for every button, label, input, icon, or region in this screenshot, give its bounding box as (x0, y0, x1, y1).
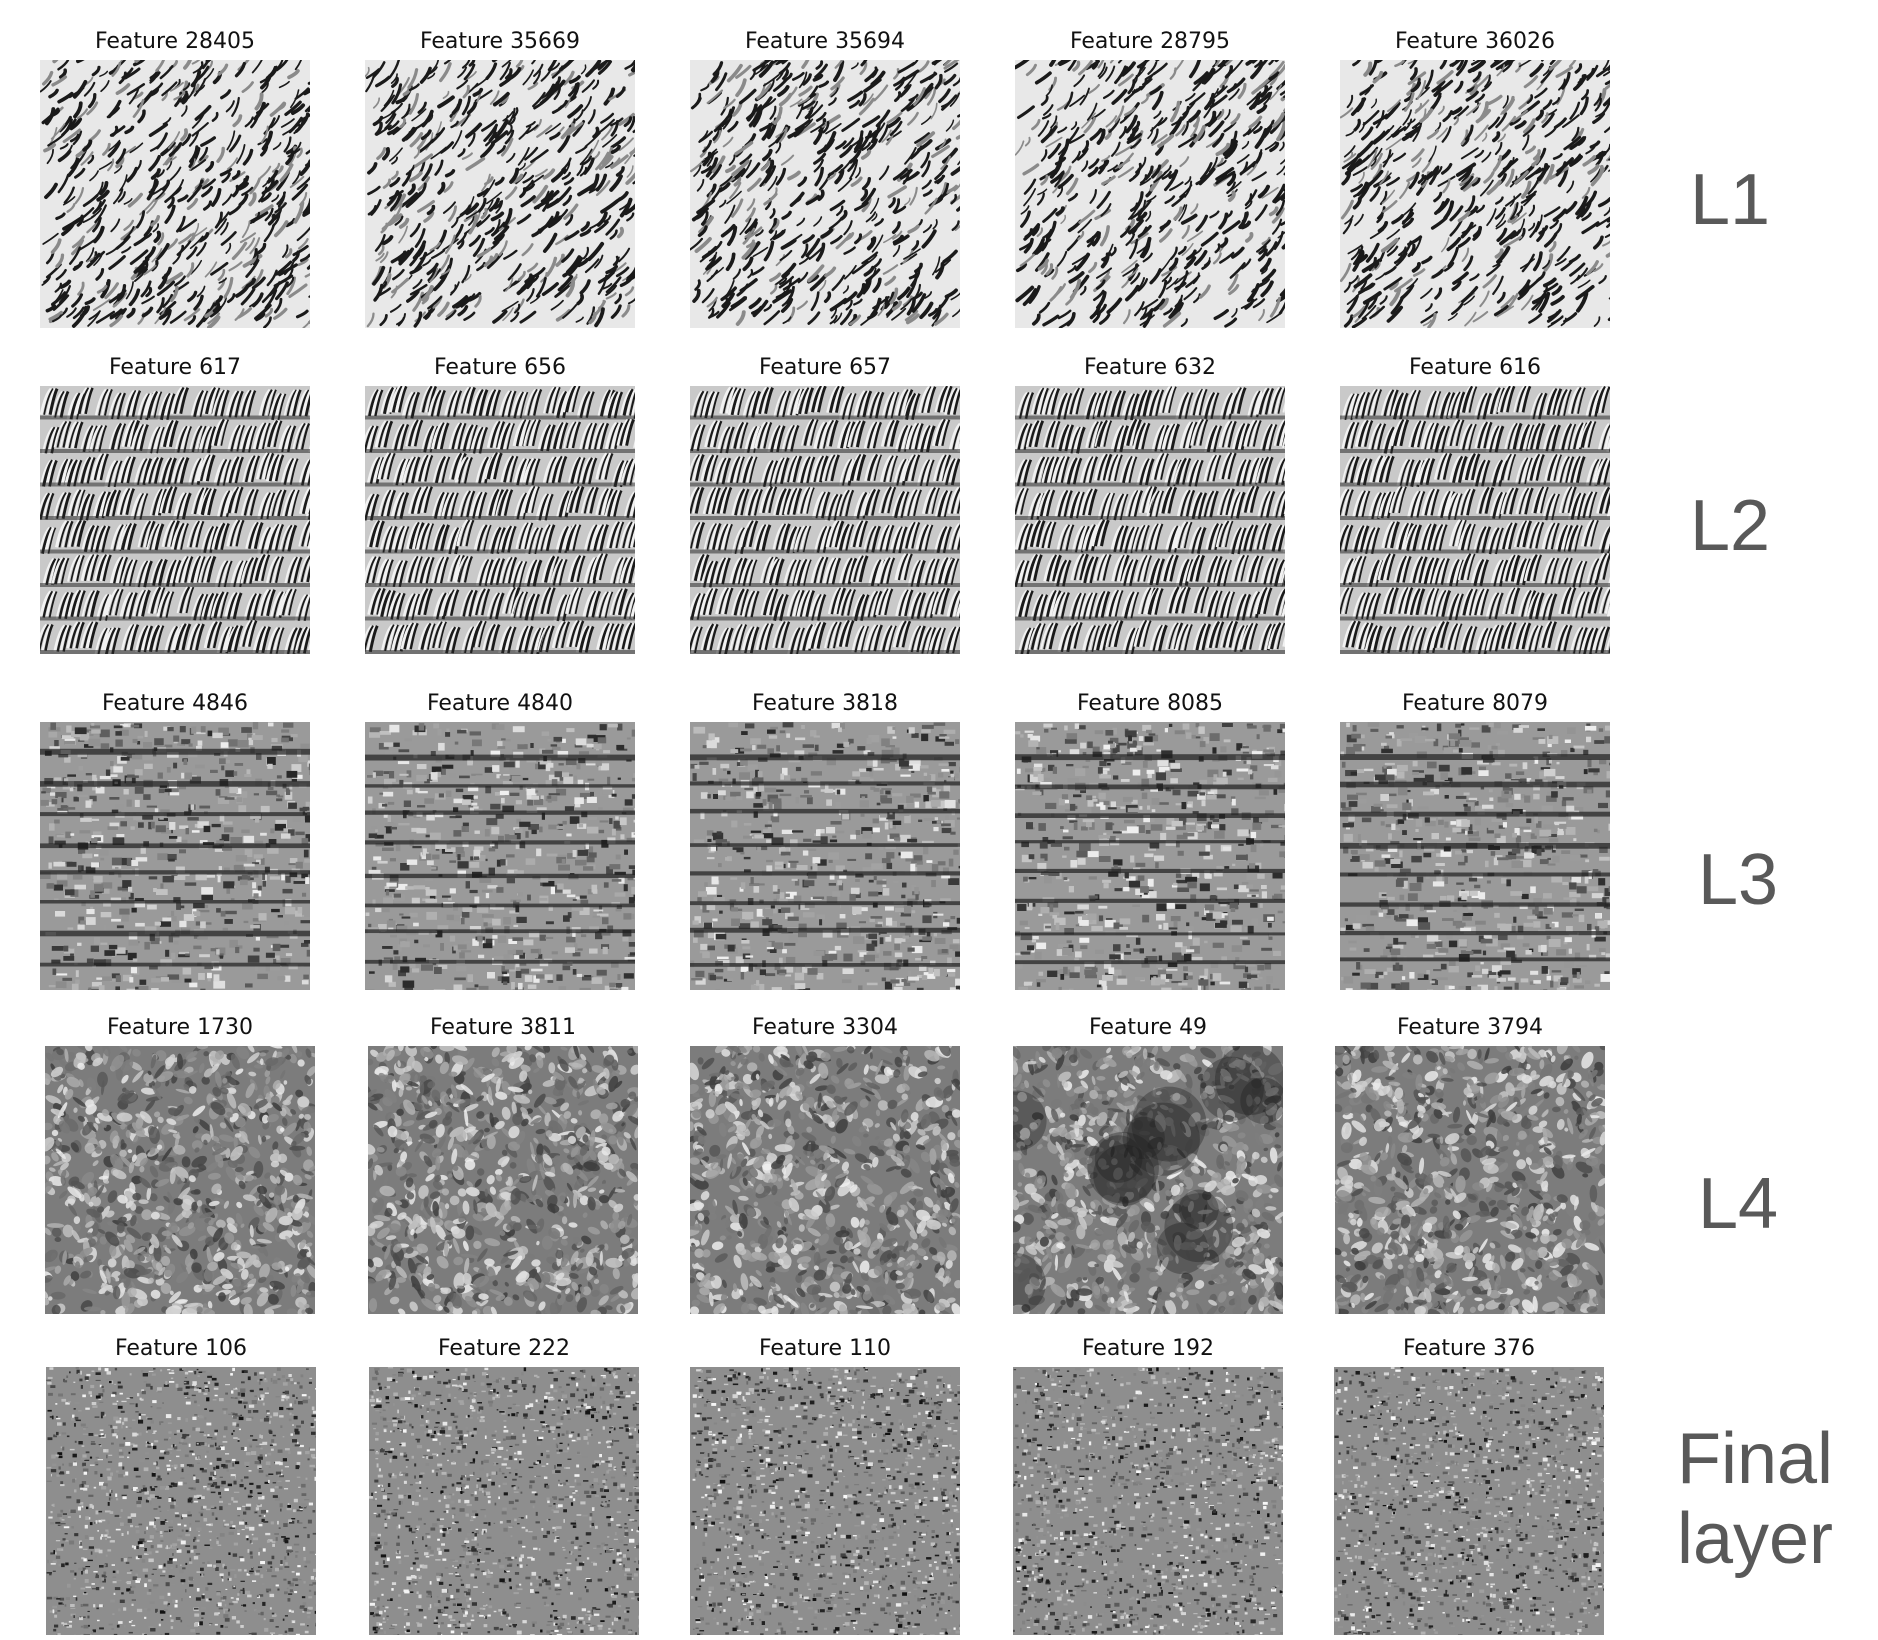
feature-title: Feature 4840 (363, 690, 637, 718)
layer-label: L3 (1628, 840, 1848, 920)
feature-title: Feature 1730 (43, 1014, 317, 1042)
feature-title: Feature 3794 (1333, 1014, 1607, 1042)
layer-label-line: L2 (1620, 486, 1840, 566)
feature-texture-image (1340, 386, 1610, 654)
feature-title: Feature 36026 (1338, 28, 1612, 56)
feature-title: Feature 656 (363, 354, 637, 382)
layer-label: Final layer (1650, 1419, 1860, 1579)
feature-texture-image (40, 60, 310, 328)
feature-texture-image (690, 386, 960, 654)
layer-label-line: L1 (1620, 160, 1840, 240)
layer-row-l3: Feature 4846 Feature 4840 Feature 3818 F… (0, 690, 1878, 1020)
feature-texture-image (45, 1046, 315, 1314)
feature-title: Feature 617 (38, 354, 312, 382)
feature-title: Feature 28405 (38, 28, 312, 56)
feature-title: Feature 222 (367, 1335, 641, 1363)
layer-row-final: Feature 106 Feature 222 Feature 110 Feat… (0, 1335, 1878, 1635)
feature-texture-image (690, 60, 960, 328)
feature-title: Feature 376 (1332, 1335, 1606, 1363)
layer-label-line: layer (1650, 1499, 1860, 1579)
feature-title: Feature 616 (1338, 354, 1612, 382)
layer-label: L4 (1628, 1164, 1848, 1244)
feature-title: Feature 657 (688, 354, 962, 382)
feature-title: Feature 632 (1013, 354, 1287, 382)
layer-row-l4: Feature 1730 Feature 3811 Feature 3304 F… (0, 1014, 1878, 1344)
feature-texture-image (1013, 1046, 1283, 1314)
feature-texture-image (1335, 1046, 1605, 1314)
feature-texture-image (690, 1046, 960, 1314)
layer-row-l2: Feature 617 Feature 656 Feature 657 Feat… (0, 354, 1878, 684)
feature-texture-image (46, 1367, 316, 1635)
feature-texture-image (1015, 722, 1285, 990)
feature-title: Feature 35669 (363, 28, 637, 56)
layer-label-line: L4 (1628, 1164, 1848, 1244)
feature-texture-image (40, 722, 310, 990)
feature-texture-image (1340, 60, 1610, 328)
feature-title: Feature 3818 (688, 690, 962, 718)
feature-title: Feature 8085 (1013, 690, 1287, 718)
feature-title: Feature 110 (688, 1335, 962, 1363)
feature-title: Feature 106 (44, 1335, 318, 1363)
feature-texture-image (1013, 1367, 1283, 1635)
feature-title: Feature 4846 (38, 690, 312, 718)
feature-texture-image (369, 1367, 639, 1635)
feature-texture-image (690, 1367, 960, 1635)
feature-texture-image (1015, 386, 1285, 654)
feature-texture-image (365, 722, 635, 990)
layer-label: L2 (1620, 486, 1840, 566)
feature-title: Feature 28795 (1013, 28, 1287, 56)
feature-texture-image (365, 386, 635, 654)
feature-texture-image (40, 386, 310, 654)
layer-label-line: L3 (1628, 840, 1848, 920)
feature-texture-image (1015, 60, 1285, 328)
feature-texture-image (690, 722, 960, 990)
feature-texture-image (368, 1046, 638, 1314)
feature-title: Feature 49 (1011, 1014, 1285, 1042)
feature-title: Feature 3811 (366, 1014, 640, 1042)
feature-texture-image (1334, 1367, 1604, 1635)
layer-label: L1 (1620, 160, 1840, 240)
feature-title: Feature 8079 (1338, 690, 1612, 718)
feature-title: Feature 192 (1011, 1335, 1285, 1363)
feature-title: Feature 35694 (688, 28, 962, 56)
feature-title: Feature 3304 (688, 1014, 962, 1042)
feature-texture-image (1340, 722, 1610, 990)
feature-texture-image (365, 60, 635, 328)
layer-label-line: Final (1650, 1419, 1860, 1499)
layer-row-l1: Feature 28405 Feature 35669 Feature 3569… (0, 28, 1878, 358)
